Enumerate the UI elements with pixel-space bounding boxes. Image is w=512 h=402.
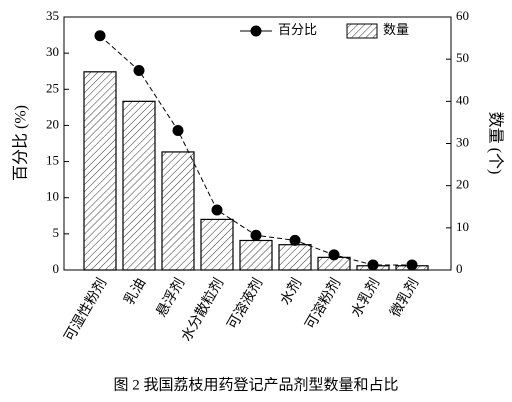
- bar: [83, 71, 117, 271]
- y-tick-label: 0: [53, 261, 60, 276]
- y2-tick-label: 0: [456, 261, 463, 276]
- bar: [278, 244, 312, 271]
- y2-tick-label: 10: [456, 219, 469, 234]
- x-tick-label: 可湿性粉剂: [61, 276, 110, 345]
- bar: [161, 151, 195, 271]
- point: [289, 234, 301, 246]
- legend-marker: [250, 25, 262, 37]
- y-axis-label: 百分比 (%): [12, 105, 30, 181]
- y2-tick-label: 50: [456, 50, 469, 65]
- point: [406, 259, 418, 271]
- y-tick-label: 15: [46, 153, 59, 168]
- x-tick-label: 可溶液剂: [224, 276, 266, 332]
- y-tick-label: 30: [46, 44, 59, 59]
- y2-tick-label: 20: [456, 177, 469, 192]
- point: [133, 64, 145, 76]
- point: [367, 259, 379, 271]
- legend-label: 百分比: [278, 22, 317, 37]
- legend-swatch: [346, 23, 378, 39]
- y2-tick-label: 40: [456, 92, 469, 107]
- y-tick-label: 20: [46, 116, 59, 131]
- y-tick-label: 25: [46, 80, 59, 95]
- point: [328, 249, 340, 261]
- x-tick-label: 水乳剂: [348, 276, 383, 320]
- legend-label: 数量: [383, 22, 409, 37]
- y-tick-label: 5: [53, 225, 60, 240]
- y2-tick-label: 60: [456, 8, 469, 23]
- y2-axis-label: 数量 (个): [486, 112, 504, 175]
- point: [94, 30, 106, 42]
- bar: [200, 218, 234, 271]
- y-tick-label: 35: [46, 8, 59, 23]
- caption: 图 2 我国荔枝用药登记产品剂型数量和占比: [113, 376, 398, 393]
- x-tick-label: 微乳剂: [387, 276, 422, 320]
- y2-tick-label: 30: [456, 134, 469, 149]
- bar: [122, 100, 156, 271]
- point: [211, 204, 223, 216]
- x-tick-label: 水剂: [277, 276, 305, 308]
- point: [250, 229, 262, 241]
- x-tick-label: 可溶粉剂: [302, 276, 344, 332]
- y-tick-label: 10: [46, 189, 59, 204]
- bar: [239, 239, 273, 271]
- point: [172, 124, 184, 136]
- x-tick-label: 悬浮剂: [153, 276, 188, 320]
- x-tick-label: 乳油: [121, 276, 149, 308]
